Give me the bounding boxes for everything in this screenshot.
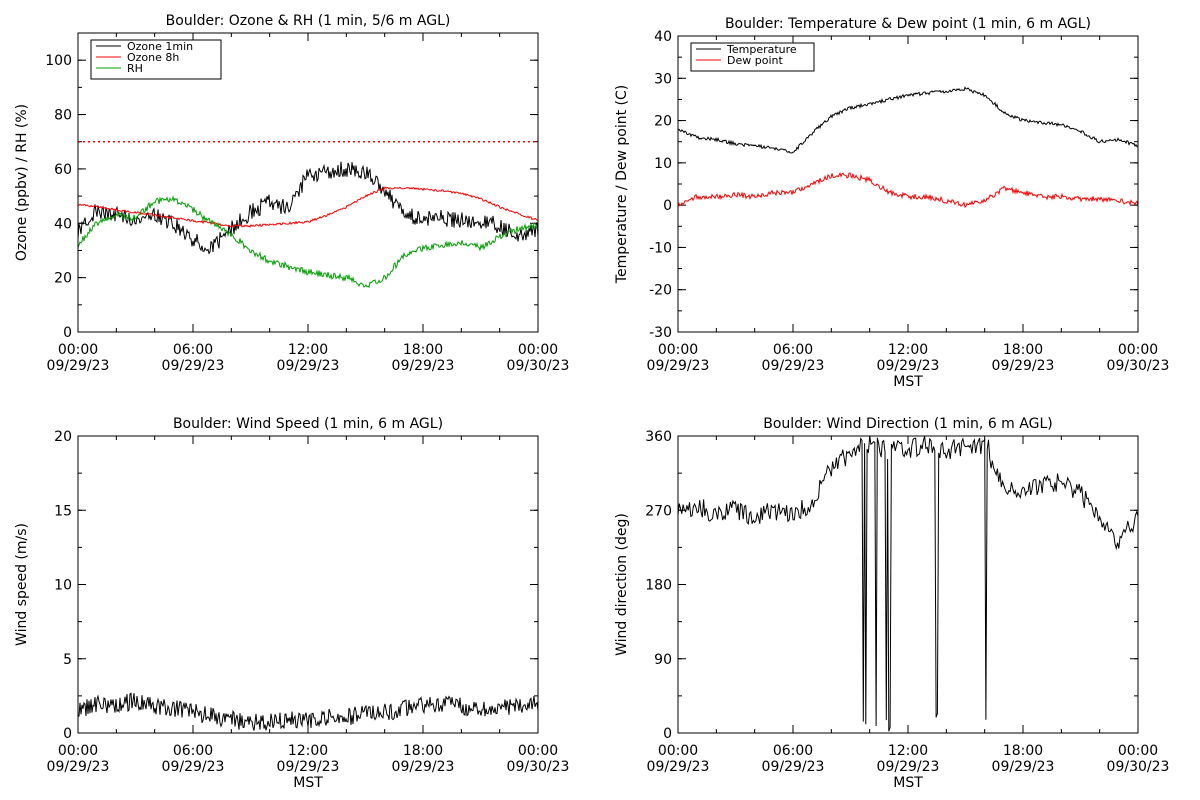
y-tick-label: 30 (654, 71, 672, 87)
legend-label: Dew point (727, 54, 783, 67)
x-axis-label: MST (893, 775, 923, 791)
y-tick-label: -20 (649, 283, 672, 299)
chart-title: Boulder: Temperature & Dew point (1 min,… (725, 16, 1091, 32)
x-tick-date-label: 09/29/23 (992, 759, 1055, 775)
y-tick-label: 15 (54, 503, 72, 519)
x-tick-time-label: 00:00 (1118, 743, 1158, 759)
x-tick-time-label: 06:00 (173, 743, 213, 759)
x-tick-date-label: 09/30/23 (1107, 759, 1170, 775)
x-tick-date-label: 09/29/23 (647, 358, 710, 374)
chart-panel-3: Boulder: Wind Speed (1 min, 6 m AGL) Wind… (14, 416, 569, 791)
x-tick-date-label: 09/30/23 (507, 759, 570, 775)
y-tick-label: 270 (645, 503, 672, 519)
series-line-3 (77, 195, 538, 289)
x-tick-time-label: 12:00 (888, 342, 928, 358)
y-axis-label: Wind direction (deg) (614, 513, 630, 656)
x-tick-time-label: 00:00 (58, 342, 98, 358)
legend-label: Ozone 8h (127, 51, 179, 64)
plot-frame (677, 435, 1139, 734)
y-tick-label: 360 (645, 429, 672, 445)
legend-label: Ozone 1min (127, 40, 193, 53)
y-tick-label: 40 (54, 216, 72, 232)
chart-title: Boulder: Wind Speed (1 min, 6 m AGL) (173, 416, 443, 432)
series-line-1 (677, 435, 1139, 732)
x-tick-date-label: 09/29/23 (992, 358, 1055, 374)
x-tick-date-label: 09/29/23 (277, 358, 340, 374)
chart-title: Boulder: Wind Direction (1 min, 6 m AGL) (763, 416, 1052, 432)
x-tick-time-label: 18:00 (403, 743, 443, 759)
y-tick-label: 60 (54, 162, 72, 178)
plot-frame (77, 435, 539, 734)
y-tick-label: -30 (649, 325, 672, 341)
y-tick-label: 40 (654, 29, 672, 45)
plot-frame (677, 35, 1139, 333)
x-tick-time-label: 18:00 (1003, 743, 1043, 759)
y-axis-label: Wind speed (m/s) (14, 523, 30, 646)
x-axis-label: MST (293, 775, 323, 791)
x-tick-time-label: 00:00 (518, 743, 558, 759)
x-tick-date-label: 09/30/23 (1107, 358, 1170, 374)
y-tick-label: 100 (45, 53, 72, 69)
x-tick-date-label: 09/29/23 (162, 358, 225, 374)
chart-title: Boulder: Ozone & RH (1 min, 5/6 m AGL) (166, 13, 451, 29)
x-tick-date-label: 09/29/23 (762, 358, 825, 374)
x-tick-date-label: 09/29/23 (392, 358, 455, 374)
x-tick-date-label: 09/29/23 (162, 759, 225, 775)
y-tick-label: 20 (54, 429, 72, 445)
x-tick-time-label: 00:00 (518, 342, 558, 358)
legend-label: Temperature (726, 43, 797, 56)
x-tick-date-label: 09/29/23 (392, 759, 455, 775)
x-tick-time-label: 00:00 (658, 743, 698, 759)
chart-panel-4: Boulder: Wind Direction (1 min, 6 m AGL)… (614, 416, 1169, 791)
legend-label: RH (127, 62, 143, 75)
x-tick-time-label: 12:00 (888, 743, 928, 759)
x-tick-date-label: 09/29/23 (277, 759, 340, 775)
x-tick-time-label: 06:00 (773, 342, 813, 358)
y-axis-label: Temperature / Dew point (C) (614, 85, 630, 284)
x-tick-time-label: 00:00 (58, 743, 98, 759)
y-tick-label: 0 (663, 198, 672, 214)
x-tick-date-label: 09/29/23 (762, 759, 825, 775)
y-tick-label: 80 (54, 108, 72, 124)
x-tick-time-label: 12:00 (288, 743, 328, 759)
chart-panel-1: Boulder: Ozone & RH (1 min, 5/6 m AGL) Oz… (14, 13, 569, 374)
plot-frame (77, 32, 539, 333)
series-line-1 (77, 161, 539, 255)
y-tick-label: 20 (54, 271, 72, 287)
x-tick-date-label: 09/29/23 (877, 358, 940, 374)
y-tick-label: 0 (63, 726, 72, 742)
chart-panel-2: Boulder: Temperature & Dew point (1 min,… (614, 16, 1169, 390)
series-line-2 (677, 171, 1139, 208)
x-tick-time-label: 06:00 (773, 743, 813, 759)
legend-box (690, 42, 815, 72)
y-tick-label: 90 (654, 652, 672, 668)
x-tick-date-label: 09/29/23 (47, 759, 110, 775)
x-tick-time-label: 00:00 (658, 342, 698, 358)
x-tick-time-label: 18:00 (403, 342, 443, 358)
x-tick-time-label: 00:00 (1118, 342, 1158, 358)
x-tick-date-label: 09/29/23 (47, 358, 110, 374)
x-tick-time-label: 06:00 (173, 342, 213, 358)
x-tick-date-label: 09/30/23 (507, 358, 570, 374)
series-line-1 (677, 86, 1139, 154)
y-tick-label: 180 (645, 578, 672, 594)
x-axis-label: MST (893, 374, 923, 390)
y-tick-label: -10 (649, 240, 672, 256)
x-tick-time-label: 18:00 (1003, 342, 1043, 358)
y-tick-label: 10 (654, 156, 672, 172)
series-line-1 (77, 692, 539, 731)
y-tick-label: 10 (54, 578, 72, 594)
x-tick-date-label: 09/29/23 (647, 759, 710, 775)
series-line-2 (78, 186, 539, 228)
x-tick-time-label: 12:00 (288, 342, 328, 358)
y-tick-label: 0 (63, 325, 72, 341)
y-tick-label: 5 (63, 652, 72, 668)
x-tick-date-label: 09/29/23 (877, 759, 940, 775)
y-tick-label: 20 (654, 114, 672, 130)
y-tick-label: 0 (663, 726, 672, 742)
y-axis-label: Ozone (ppbv) / RH (%) (14, 104, 30, 261)
